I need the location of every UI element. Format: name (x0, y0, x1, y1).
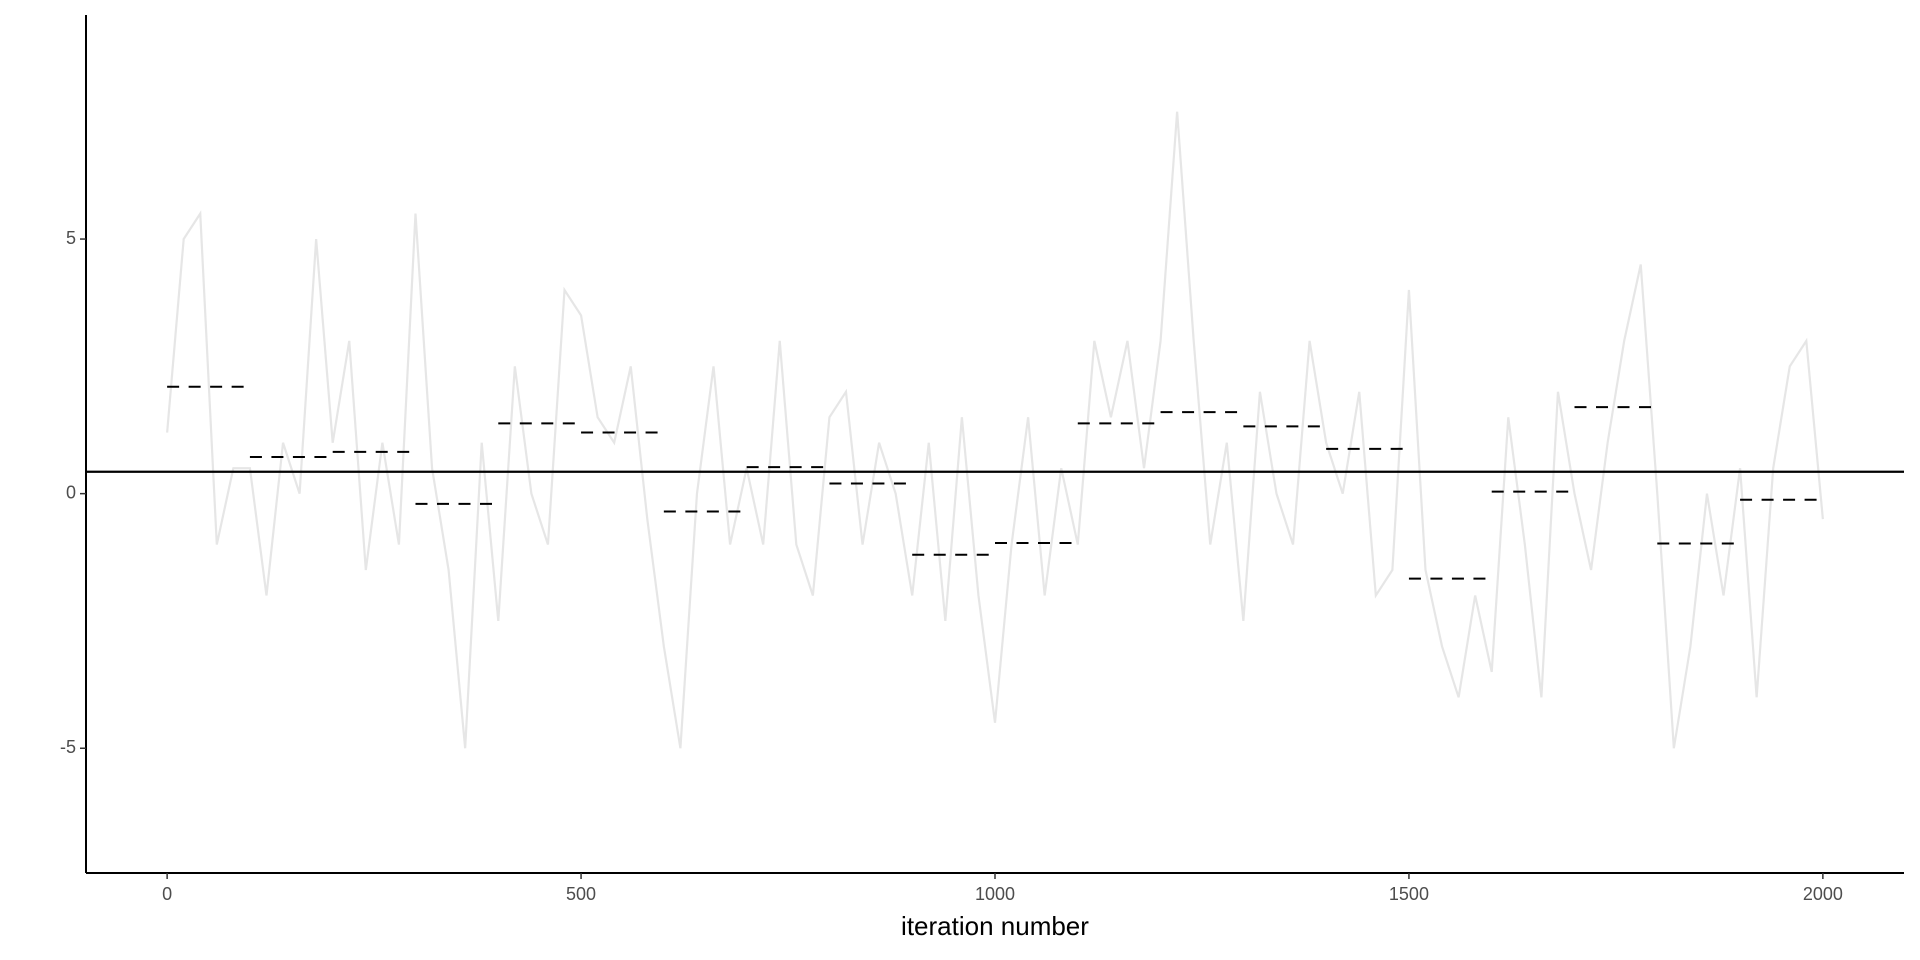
x-tick-label: 0 (162, 884, 172, 904)
y-tick-label: 5 (66, 228, 76, 248)
x-tick-label: 2000 (1803, 884, 1843, 904)
y-tick-label: 0 (66, 482, 76, 502)
y-tick-label: -5 (60, 737, 76, 757)
trace-line (166, 111, 1824, 749)
x-tick-label: 1500 (1389, 884, 1429, 904)
x-tick-label: 500 (566, 884, 596, 904)
x-axis-title: iteration number (901, 911, 1089, 941)
x-tick-label: 1000 (975, 884, 1015, 904)
